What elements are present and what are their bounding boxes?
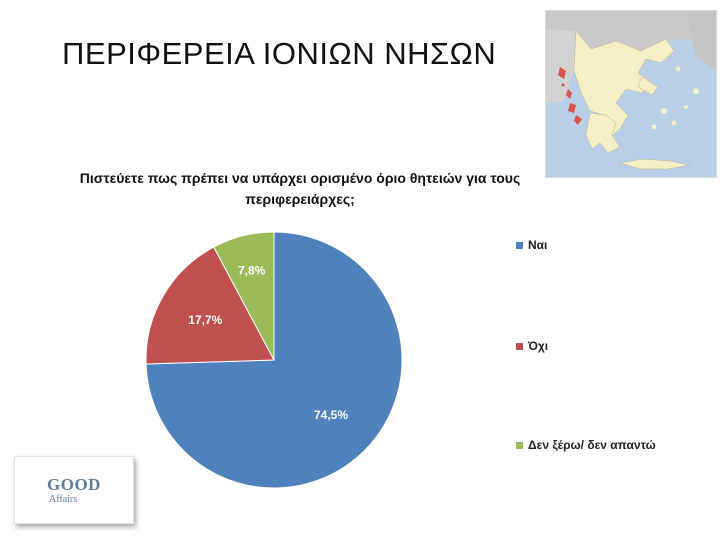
chart-title: Πιστεύετε πως πρέπει να υπάρχει ορισμένο… (79, 170, 521, 207)
legend-item-no: Όχι (516, 339, 548, 353)
legend-label: Όχι (528, 339, 549, 353)
logo-text-main: GOOD (47, 475, 101, 494)
pie-slice-label: 7,8% (238, 264, 266, 278)
pie-slice (213, 231, 275, 361)
greece-map-icon (546, 11, 716, 170)
legend-swatch (516, 441, 523, 449)
logo-text-sub: Affairs (49, 494, 78, 505)
legend-swatch (516, 342, 523, 350)
legend-swatch (516, 241, 523, 249)
legend-label: Ναι (528, 238, 548, 252)
legend-item-dont-know: Δεν ξέρω/ δεν απαντώ (516, 438, 656, 452)
pie-slice (145, 246, 275, 365)
legend-label: Δεν ξέρω/ δεν απαντώ (528, 438, 656, 452)
legend-item-yes: Ναι (516, 238, 547, 252)
pie-slice (145, 231, 403, 489)
slide-title: ΠΕΡΙΦΕΡΕΙΑ ΙΟΝΙΩΝ ΝΗΣΩΝ (62, 36, 497, 71)
pie-slice-label: 17,7% (188, 313, 222, 327)
chart-legend: Ναι Όχι Δεν ξέρω/ δεν απαντώ (516, 0, 716, 540)
pie-slice-label: 74,5% (314, 408, 348, 422)
good-affairs-logo: GOOD Affairs (14, 456, 134, 524)
region-map (545, 10, 717, 178)
